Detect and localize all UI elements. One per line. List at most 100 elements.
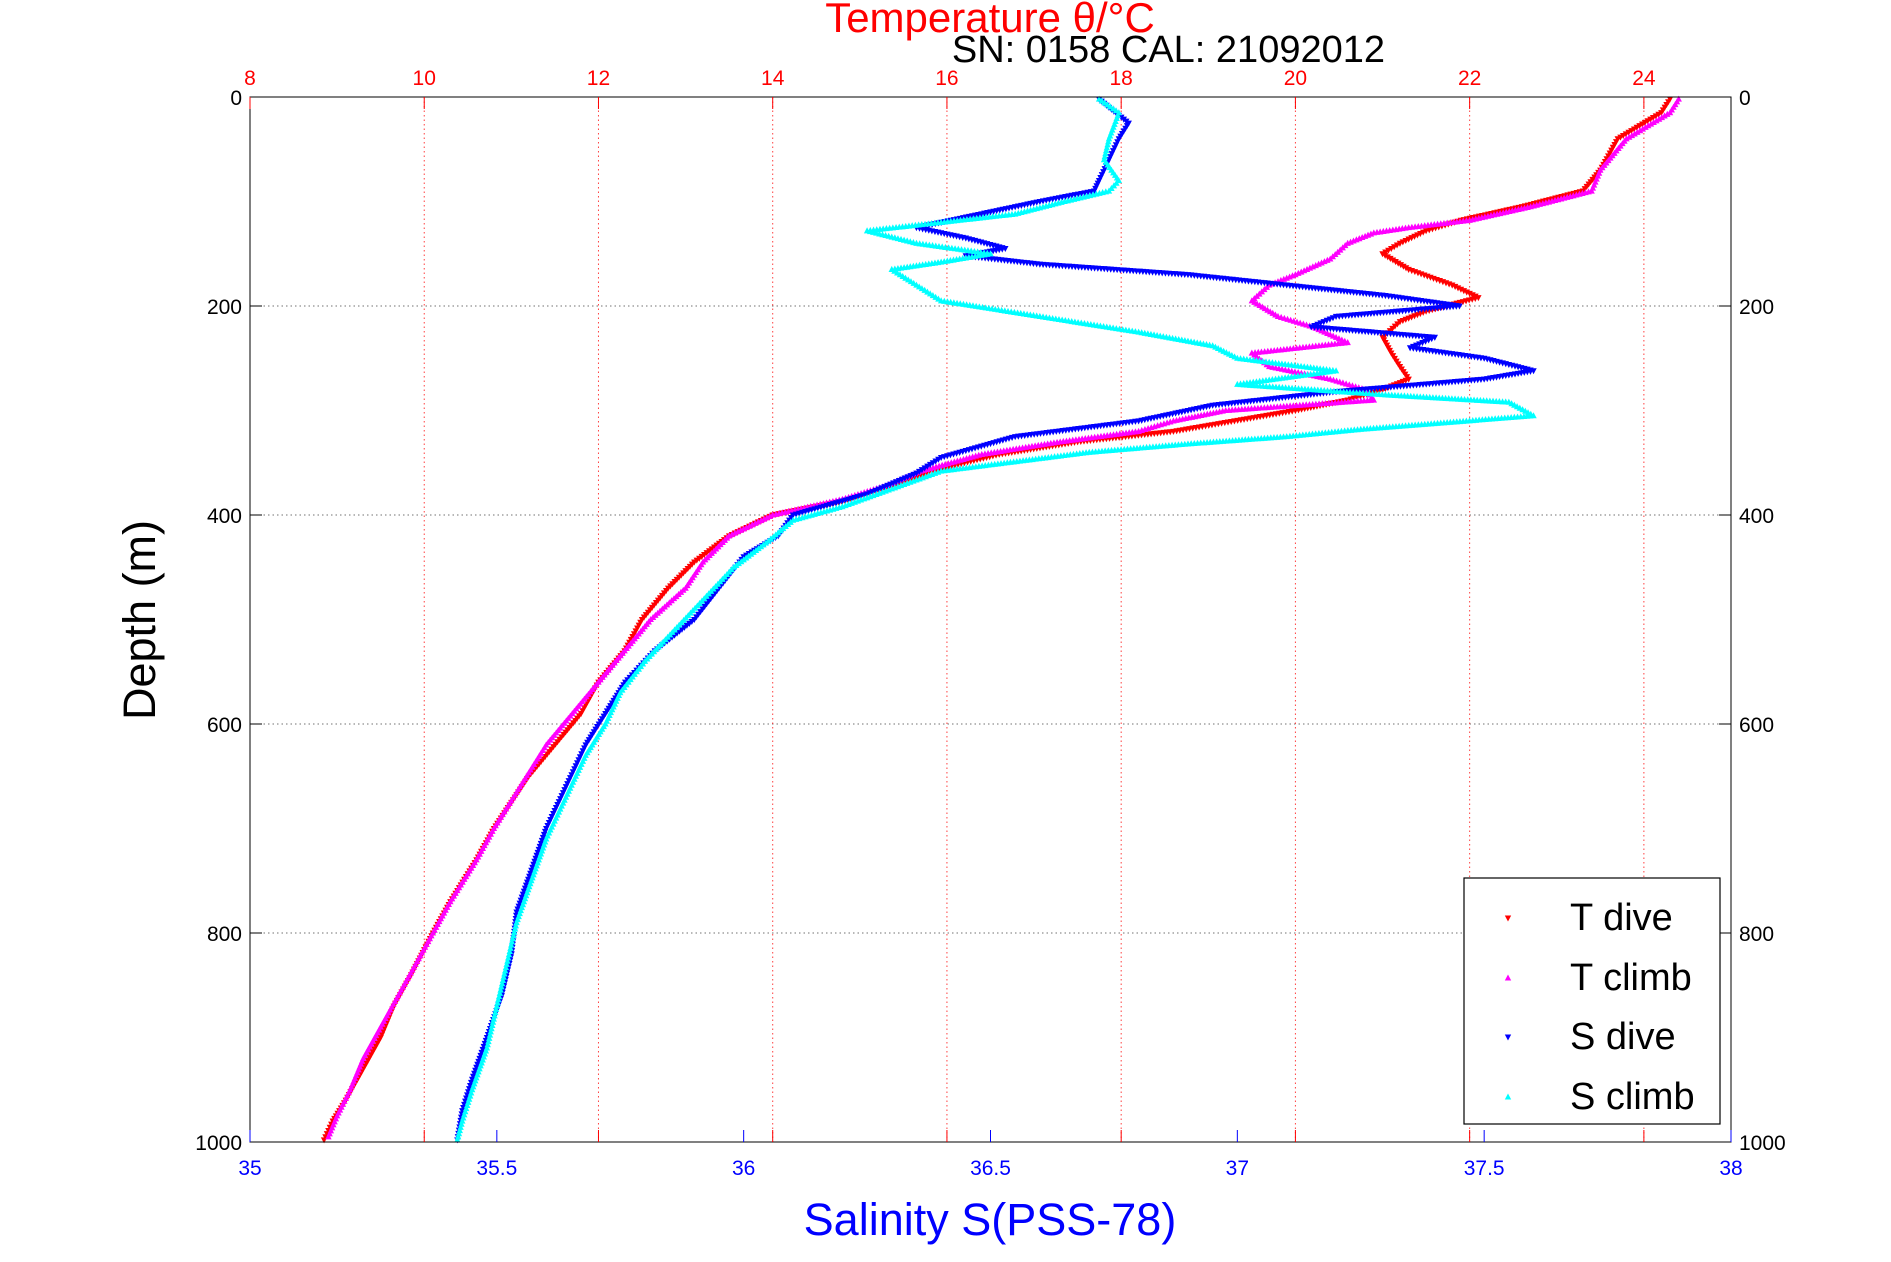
data-point — [489, 1021, 496, 1029]
data-point — [505, 954, 512, 961]
data-point — [924, 463, 931, 470]
data-point — [926, 461, 934, 469]
data-point — [509, 935, 516, 942]
data-point — [1658, 110, 1665, 117]
data-point — [1630, 126, 1638, 133]
tick-label-temperature: 18 — [1109, 67, 1132, 90]
tick-label-depth-right: 400 — [1739, 505, 1774, 528]
legend-marker-t-climb — [1504, 974, 1512, 981]
data-point — [1625, 129, 1632, 136]
data-point — [1381, 252, 1389, 259]
tick-label-salinity: 35 — [238, 1157, 261, 1180]
data-point — [1628, 128, 1635, 135]
data-point — [1622, 131, 1630, 138]
data-point — [499, 976, 507, 983]
data-point — [1652, 113, 1660, 120]
data-point — [486, 1031, 494, 1038]
data-point — [1649, 115, 1657, 122]
data-point — [502, 964, 510, 971]
series-s-climb — [454, 95, 1537, 1143]
data-point — [1400, 263, 1407, 270]
data-point — [498, 980, 506, 987]
data-point — [503, 960, 510, 967]
tick-label-salinity: 35.5 — [476, 1157, 517, 1180]
data-point — [1389, 257, 1397, 264]
legend-label-s-dive: S dive — [1570, 1016, 1676, 1058]
tick-label-depth-left: 200 — [207, 296, 242, 319]
data-point — [498, 983, 505, 990]
data-point — [937, 454, 945, 462]
data-point — [487, 1028, 494, 1035]
tick-label-salinity: 36 — [732, 1157, 755, 1180]
data-point — [1641, 119, 1649, 126]
data-point — [1392, 259, 1399, 266]
data-point — [455, 1130, 463, 1137]
data-point — [1101, 153, 1108, 160]
data-point — [495, 996, 502, 1003]
data-point — [1639, 121, 1646, 128]
data-point — [1393, 242, 1401, 249]
data-point — [467, 1079, 475, 1086]
data-point — [454, 1136, 461, 1143]
data-point — [1102, 150, 1109, 157]
data-point — [935, 456, 942, 463]
instrument-info: SN: 0158 CAL: 21092012 — [952, 29, 1385, 71]
data-point — [1633, 124, 1641, 131]
legend-label-t-dive: T dive — [1570, 897, 1673, 939]
tick-label-temperature: 24 — [1632, 67, 1656, 90]
data-point — [501, 967, 509, 974]
data-point — [468, 1076, 476, 1083]
data-point — [501, 970, 508, 977]
data-point — [325, 1133, 332, 1140]
data-point — [465, 1086, 473, 1093]
data-point — [1655, 111, 1662, 118]
data-point — [505, 951, 513, 958]
data-point — [495, 992, 503, 1000]
tick-label-depth-left: 1000 — [195, 1132, 242, 1155]
legend-markers — [1504, 915, 1512, 1100]
data-point — [1636, 123, 1643, 130]
data-point — [1647, 116, 1654, 123]
data-point — [513, 919, 520, 926]
legend: T dive T climb S dive S climb — [1463, 877, 1721, 1125]
tick-label-temperature: 20 — [1284, 67, 1307, 90]
data-point — [500, 973, 507, 980]
tick-label-depth-right: 600 — [1739, 714, 1774, 737]
y-axis-title: Depth (m) — [114, 520, 165, 720]
tick-label-depth-left: 0 — [230, 87, 242, 110]
data-point — [510, 931, 517, 938]
data-point — [492, 1005, 500, 1012]
tick-label-depth-right: 1000 — [1739, 1132, 1786, 1155]
data-point — [918, 467, 926, 474]
tick-label-depth-right: 0 — [1739, 87, 1751, 110]
data-point — [1644, 118, 1651, 125]
data-point — [457, 1123, 464, 1130]
legend-marker-s-climb — [1504, 1093, 1512, 1100]
top-axis-title: Temperature θ/°C — [825, 0, 1155, 41]
data-point — [459, 1117, 466, 1124]
series-s-dive — [454, 96, 1537, 1144]
data-point — [466, 1083, 474, 1090]
data-point — [1388, 245, 1395, 253]
tick-label-salinity: 36.5 — [970, 1157, 1011, 1180]
data-point — [488, 1025, 495, 1032]
data-point — [512, 922, 520, 929]
data-point — [1396, 240, 1404, 247]
data-point — [492, 1009, 499, 1016]
ticks-layer: 0 0 200 200 400 400 600 600 800 800 1000 1000 8 10 12 1… — [195, 67, 1785, 1180]
data-point — [506, 947, 513, 955]
tick-label-temperature: 8 — [244, 67, 256, 90]
data-point — [486, 1034, 493, 1041]
data-point — [490, 1015, 497, 1022]
data-point — [511, 925, 519, 932]
data-point — [1382, 249, 1389, 256]
data-point — [511, 928, 518, 935]
data-point — [454, 1133, 462, 1140]
data-point — [921, 465, 928, 472]
data-point — [1103, 144, 1111, 151]
tick-label-temperature: 10 — [413, 67, 436, 90]
tick-label-temperature: 16 — [935, 67, 958, 90]
data-point — [508, 941, 515, 948]
legend-box — [1463, 877, 1721, 1125]
